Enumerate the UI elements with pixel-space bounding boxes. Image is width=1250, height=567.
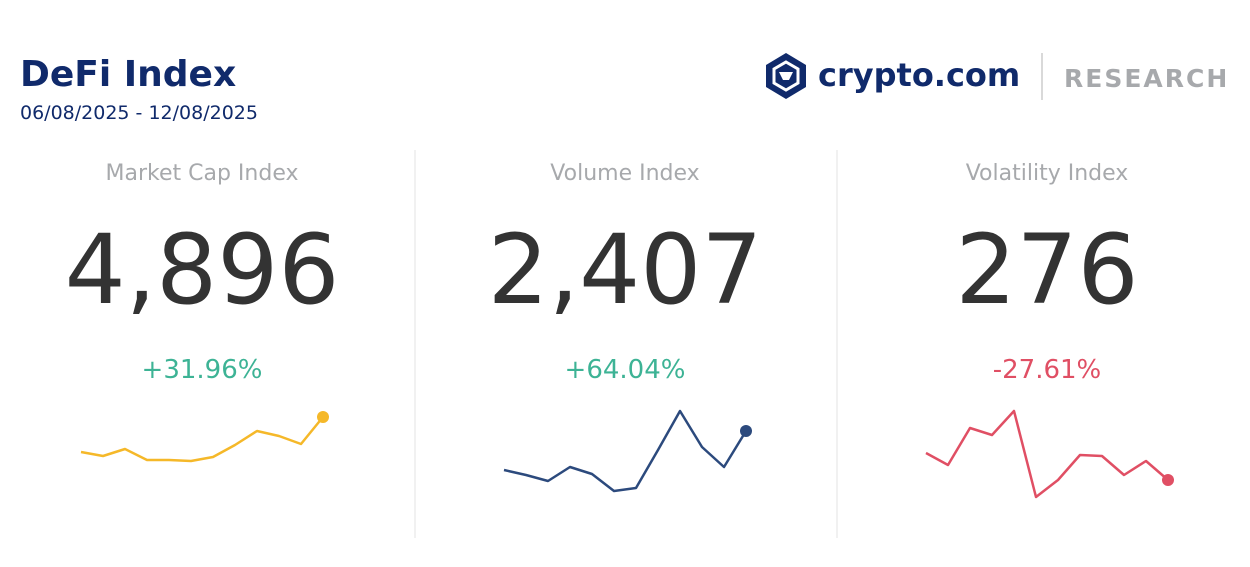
logo-icon [766,53,806,99]
date-range: 06/08/2025 - 12/08/2025 [20,102,258,124]
sparkline [503,409,748,493]
title: DeFi Index [20,54,236,95]
last-point [1162,474,1174,486]
headline-value: 4,896 [65,214,340,326]
section: RESEARCH [1064,64,1229,93]
change-value: -27.61% [993,355,1102,385]
panel-title: Market Cap Index [106,161,299,186]
sparkline [80,416,324,463]
last-point [740,425,752,437]
panel-title: Volatility Index [966,161,1129,186]
change-value: +31.96% [142,355,263,385]
change-value: +64.04% [565,355,686,385]
panel-title: Volume Index [550,161,699,186]
headline-value: 2,407 [488,214,763,326]
sparkline [925,409,1169,499]
brand: crypto.com [818,56,1020,94]
headline-value: 276 [955,214,1138,326]
last-point [317,411,329,423]
